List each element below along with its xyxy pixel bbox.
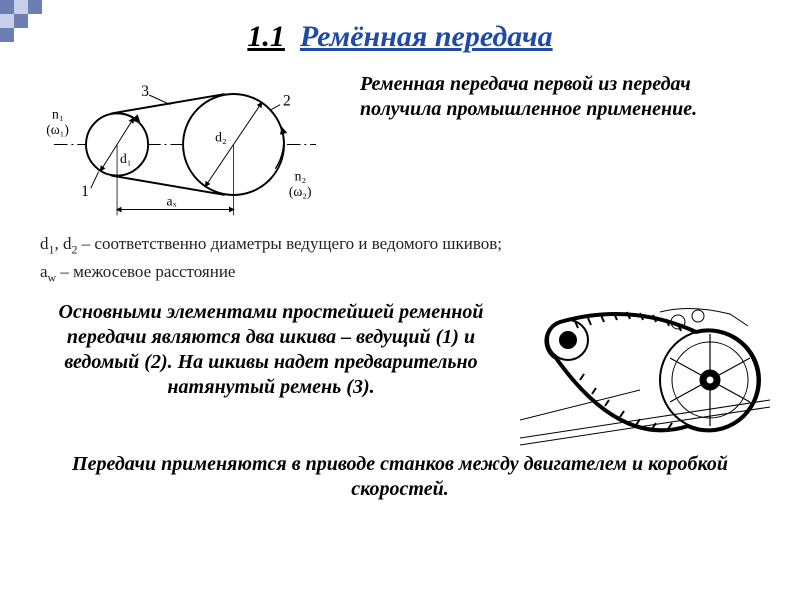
label-d1: d₁ (120, 151, 132, 166)
legend-line-1: d1, d2 – соответственно диаметры ведущег… (40, 231, 760, 259)
label-p3: 3 (141, 83, 149, 100)
section-number: 1.1 (247, 20, 285, 53)
label-w1: (ω₁) (46, 122, 69, 138)
legend-line-2: aw – межосевое расстояние (40, 259, 760, 287)
label-n1: n₁ (52, 106, 64, 121)
label-n2: n₂ (295, 168, 307, 183)
intro-text: Ременная передача первой из передач полу… (340, 62, 770, 122)
page-title: 1.1 Ремённая передача (0, 0, 800, 54)
footer-text: Передачи применяются в приводе станков м… (0, 450, 800, 502)
belt-drive-schematic: n₁ (ω₁) n₂ (ω₂) d₁ d₂ aₓ 1 2 3 (30, 62, 340, 227)
belt-drive-illustration (520, 300, 770, 450)
label-p2: 2 (283, 93, 291, 110)
body-text: Основными элементами простейшей ременной… (30, 300, 520, 400)
diagram-legend: d1, d2 – соответственно диаметры ведущег… (0, 227, 800, 296)
label-p1: 1 (81, 183, 89, 200)
label-aw: aₓ (167, 194, 177, 209)
label-d2: d₂ (215, 130, 227, 145)
slide-corner-decoration (0, 0, 50, 50)
section-name: Ремённая передача (300, 20, 553, 53)
label-w2: (ω₂) (289, 184, 312, 200)
